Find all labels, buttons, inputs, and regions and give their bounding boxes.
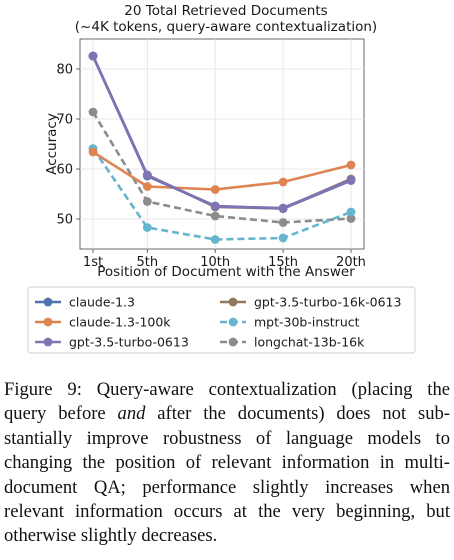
legend-swatch-marker	[43, 297, 53, 307]
data-point	[210, 202, 220, 211]
caption-line: Figure 9: Query-aware contextualization …	[4, 379, 450, 400]
plot-area	[79, 38, 365, 250]
legend-swatch-marker	[228, 297, 238, 307]
caption-line: document QA; performance slightly increa…	[4, 476, 450, 498]
line-chart: 20 Total Retrieved Documents (~4K tokens…	[27, 3, 416, 354]
chart-title: 20 Total Retrieved Documents	[124, 3, 327, 19]
figure-caption: Figure 9: Query-aware contextualization …	[4, 378, 450, 549]
x-tick-label: 1st	[83, 255, 103, 270]
data-point	[346, 207, 356, 217]
caption-emphasis: and	[117, 403, 146, 425]
data-point	[142, 182, 152, 191]
x-tick-label: 15th	[268, 255, 298, 270]
legend-item: claude-1.3	[35, 295, 135, 310]
data-point	[278, 203, 288, 213]
legend-swatch-marker	[43, 317, 53, 327]
legend-item: longchat-13b-16k	[220, 335, 365, 350]
legend-box	[27, 286, 416, 354]
series-gpt-3.5-turbo-0613	[88, 51, 356, 213]
legend-label: claude-1.3-100k	[69, 315, 171, 330]
y-tick-label: 80	[56, 63, 73, 78]
y-axis-ticks: 50 60 70 80	[56, 63, 80, 228]
chart-subtitle: (~4K tokens, query-aware contextualizati…	[75, 19, 377, 35]
legend-label: claude-1.3	[69, 295, 135, 310]
series-longchat-13b-16k	[88, 107, 356, 227]
data-point	[210, 185, 220, 194]
y-tick-label: 50	[56, 213, 73, 228]
data-point	[88, 147, 98, 157]
data-point	[210, 235, 220, 244]
legend-label: longchat-13b-16k	[254, 335, 365, 350]
caption-line: stantially improve robustness of languag…	[4, 427, 450, 449]
data-point	[278, 233, 288, 243]
legend-swatch-marker	[228, 317, 238, 327]
x-tick-label: 10th	[200, 255, 230, 270]
data-point	[142, 197, 152, 206]
data-point	[346, 160, 356, 170]
data-point	[278, 218, 288, 227]
y-tick-label: 60	[56, 163, 73, 178]
data-point	[210, 211, 220, 221]
caption-line: otherwise slightly decreases.	[4, 525, 218, 547]
caption-line: query before and after the documents) do…	[4, 403, 450, 425]
legend-swatch-marker	[43, 337, 53, 347]
legend-item: gpt-3.5-turbo-0613	[35, 335, 189, 350]
x-axis-ticks: 1st 5th 10th 15th 20th	[83, 249, 366, 270]
series-claude-1.3-100k	[88, 147, 356, 194]
caption-line: relevant information occurs at the very …	[4, 501, 450, 523]
data-point	[278, 177, 288, 187]
data-point	[346, 214, 356, 223]
data-point	[346, 175, 356, 185]
legend-label: mpt-30b-instruct	[254, 315, 360, 330]
data-point	[142, 223, 152, 232]
legend-swatch-marker	[228, 337, 238, 347]
x-tick-label: 20th	[336, 255, 366, 270]
y-tick-label: 70	[56, 113, 73, 128]
legend-item: mpt-30b-instruct	[220, 315, 360, 330]
series-line	[91, 147, 352, 241]
x-tick-label: 5th	[137, 255, 159, 270]
caption-line: changing the position of relevant inform…	[4, 452, 450, 474]
data-point	[88, 51, 98, 61]
data-point	[88, 107, 98, 117]
data-point	[142, 170, 152, 180]
legend-label: gpt-3.5-turbo-0613	[69, 335, 189, 350]
x-axis-label: Position of Document with the Answer	[97, 264, 355, 280]
legend-item: claude-1.3-100k	[35, 315, 171, 330]
legend-label: gpt-3.5-turbo-16k-0613	[254, 295, 401, 310]
y-axis-label: Accuracy	[44, 113, 60, 175]
series-line	[91, 111, 352, 224]
legend-item: gpt-3.5-turbo-16k-0613	[220, 295, 401, 310]
series-lines	[88, 51, 356, 244]
legend: claude-1.3 claude-1.3-100k gpt-3.5-turbo-0…	[27, 286, 416, 354]
